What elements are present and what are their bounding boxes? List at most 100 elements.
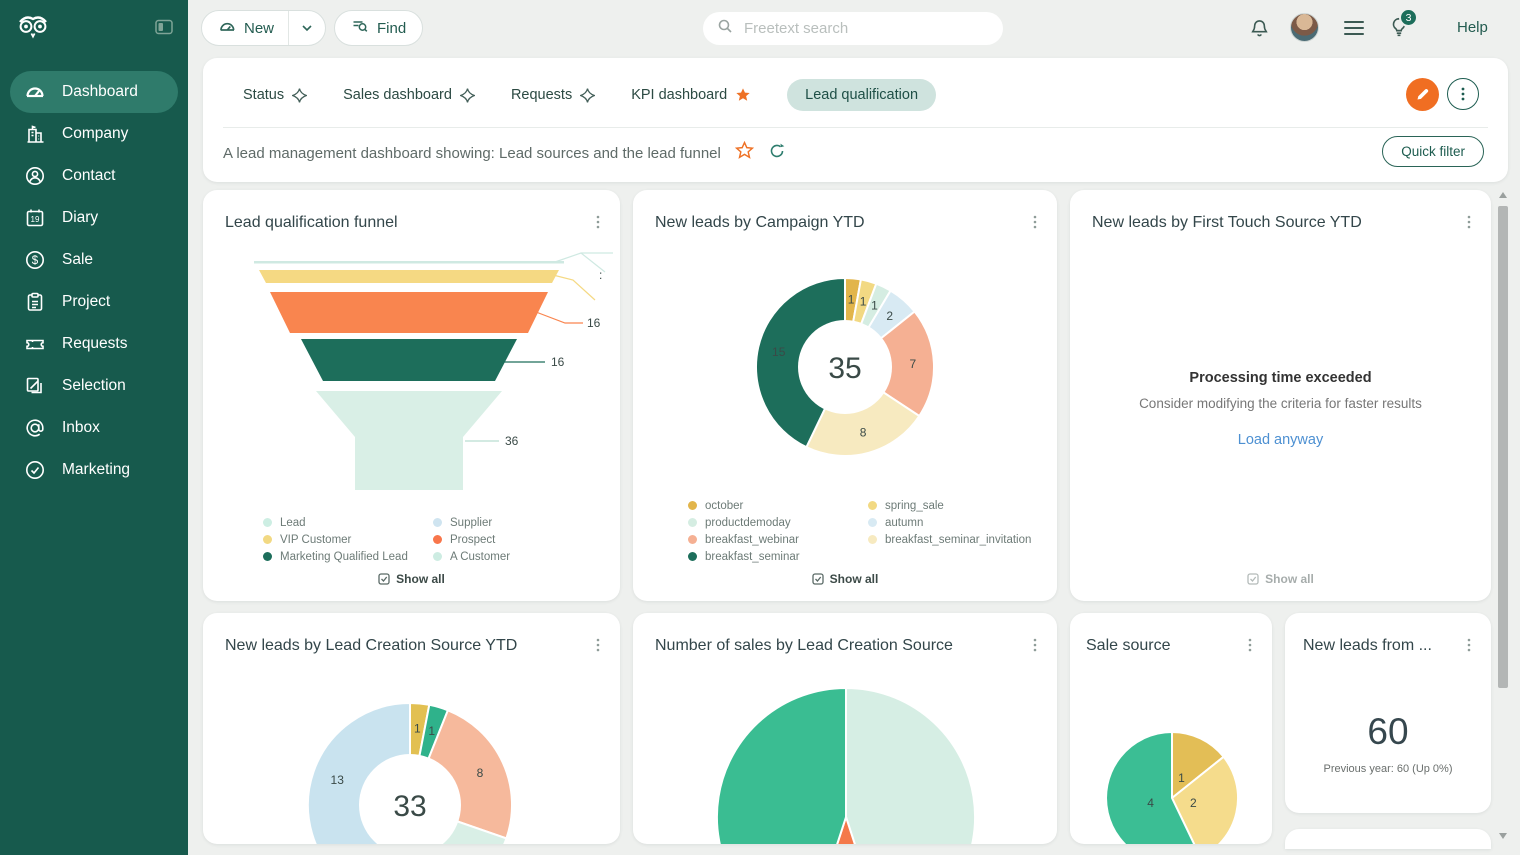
vertical-scrollbar[interactable] <box>1497 190 1509 845</box>
topbar: New Find <box>188 0 1520 56</box>
legend-item-breakfast_seminar_invitation[interactable]: breakfast_seminar_invitation <box>868 533 1048 546</box>
card-options-icon[interactable] <box>1461 637 1477 653</box>
card-options-icon[interactable] <box>590 637 606 653</box>
pin-icon[interactable] <box>459 87 475 103</box>
legend-item-october[interactable]: october <box>688 499 858 512</box>
search-input[interactable] <box>744 20 974 37</box>
edit-dashboard-button[interactable] <box>1406 78 1439 111</box>
refresh-icon[interactable] <box>768 142 786 165</box>
new-button-dropdown[interactable] <box>289 11 325 45</box>
card-new-leads-by-campaign: New leads by Campaign YTD 1 1 1 2 7 8 15 35 oct… <box>633 190 1057 601</box>
tab-requests[interactable]: Requests <box>511 87 596 103</box>
favorite-star-icon[interactable] <box>734 140 755 165</box>
tab-lead-qualification[interactable]: Lead qualification <box>787 79 937 111</box>
segment-value-label: 1 <box>860 295 867 309</box>
sidebar-item-project[interactable]: Project <box>10 281 178 323</box>
sidebar-item-sale[interactable]: $ Sale <box>10 239 178 281</box>
campaign-legend: october spring_sale productdemoday autumn br… <box>688 499 1048 563</box>
sidebar-item-contact[interactable]: Contact <box>10 155 178 197</box>
freetext-search[interactable] <box>703 12 1003 45</box>
notifications-bell-icon[interactable] <box>1249 18 1271 40</box>
chart-segment[interactable] <box>715 686 847 844</box>
sidebar-item-inbox[interactable]: Inbox <box>10 407 178 449</box>
menu-icon[interactable] <box>1344 21 1364 35</box>
sidebar-item-company[interactable]: Company <box>10 113 178 155</box>
sidebar-item-selection[interactable]: Selection <box>10 365 178 407</box>
show-all-toggle[interactable]: Show all <box>203 572 620 586</box>
star-icon[interactable] <box>735 87 751 103</box>
legend-item-productdemoday[interactable]: productdemoday <box>688 516 858 529</box>
legend-label: VIP Customer <box>280 533 352 546</box>
tab-sales-dashboard[interactable]: Sales dashboard <box>343 87 475 103</box>
legend-item-breakfast_seminar[interactable]: breakfast_seminar <box>688 550 858 563</box>
quick-filter-label: Quick filter <box>1401 144 1465 159</box>
sidebar-item-dashboard[interactable]: Dashboard <box>10 71 178 113</box>
chart-segment[interactable] <box>1105 730 1201 844</box>
card-options-icon[interactable] <box>1242 637 1258 653</box>
sidebar-collapse-icon[interactable] <box>154 17 174 42</box>
legend-item-marketing-qualified-lead[interactable]: Marketing Qualified Lead <box>263 550 423 563</box>
tab-label: Status <box>243 87 285 103</box>
main-area: New Find <box>188 0 1520 855</box>
tab-status[interactable]: Status <box>243 87 308 103</box>
tab-kpi-dashboard[interactable]: KPI dashboard <box>631 87 751 103</box>
pin-icon[interactable] <box>580 87 596 103</box>
find-button[interactable]: Find <box>334 10 424 46</box>
card-options-icon[interactable] <box>1461 214 1477 230</box>
creation-source-donut-chart[interactable]: 1 1 8 13 33 <box>203 613 620 844</box>
card-title: Lead qualification funnel <box>225 214 398 231</box>
dashboard-icon <box>24 81 46 103</box>
legend-item-a-customer[interactable]: A Customer <box>433 550 573 563</box>
funnel-legend: Lead Supplier VIP Customer Prospect Marketin… <box>263 516 573 563</box>
new-button[interactable]: New <box>201 10 327 46</box>
sale-source-pie-chart[interactable]: 12 4 <box>1070 613 1272 844</box>
scrollbar-thumb[interactable] <box>1498 206 1508 688</box>
card-title: Sale source <box>1086 637 1171 654</box>
show-all-toggle[interactable]: Show all <box>633 572 1057 586</box>
scroll-up-arrow[interactable] <box>1499 192 1507 198</box>
donut-hole <box>359 754 461 844</box>
funnel-chart[interactable]: : 16 16 36 <box>203 250 620 500</box>
legend-color-dot <box>688 535 697 544</box>
chart-segment[interactable] <box>845 686 977 844</box>
help-link[interactable]: Help <box>1457 19 1488 36</box>
segment-value-label: 4 <box>1147 796 1154 810</box>
legend-color-dot <box>868 501 877 510</box>
svg-text:$: $ <box>32 255 39 267</box>
gauge-icon <box>218 17 236 39</box>
sidebar-item-requests[interactable]: Requests <box>10 323 178 365</box>
card-options-icon[interactable] <box>1027 637 1043 653</box>
user-avatar[interactable] <box>1290 13 1319 42</box>
legend-item-spring_sale[interactable]: spring_sale <box>868 499 1048 512</box>
legend-item-prospect[interactable]: Prospect <box>433 533 573 546</box>
legend-label: Prospect <box>450 533 496 546</box>
sales-pie-chart[interactable] <box>633 613 1057 844</box>
chart-segment[interactable] <box>806 813 886 844</box>
dashboard-options-button[interactable] <box>1447 78 1479 110</box>
chart-segment[interactable] <box>1171 730 1226 801</box>
chart-segment[interactable] <box>1170 755 1240 844</box>
legend-item-lead[interactable]: Lead <box>263 516 423 529</box>
legend-item-autumn[interactable]: autumn <box>868 516 1048 529</box>
sidebar-item-marketing[interactable]: Marketing <box>10 449 178 491</box>
segment-value-label: 8 <box>477 766 484 780</box>
show-all-toggle[interactable]: Show all <box>1070 572 1491 586</box>
scroll-down-arrow[interactable] <box>1499 833 1507 839</box>
legend-item-breakfast_webinar[interactable]: breakfast_webinar <box>688 533 858 546</box>
find-icon <box>351 17 369 39</box>
card-options-icon[interactable] <box>1027 214 1043 230</box>
whats-new-lightbulb-icon[interactable]: 3 <box>1388 8 1418 40</box>
sidebar-item-diary[interactable]: 19 Diary <box>10 197 178 239</box>
legend-item-supplier[interactable]: Supplier <box>433 516 573 529</box>
show-all-label: Show all <box>829 572 879 586</box>
load-anyway-link[interactable]: Load anyway <box>1237 432 1324 448</box>
card-title: New leads by Campaign YTD <box>655 214 865 231</box>
legend-label: spring_sale <box>885 499 944 512</box>
quick-filter-button[interactable]: Quick filter <box>1382 136 1484 167</box>
contact-icon <box>24 165 46 187</box>
marketing-icon <box>24 459 46 481</box>
legend-item-vip-customer[interactable]: VIP Customer <box>263 533 423 546</box>
pin-icon[interactable] <box>292 87 308 103</box>
card-options-icon[interactable] <box>590 214 606 230</box>
